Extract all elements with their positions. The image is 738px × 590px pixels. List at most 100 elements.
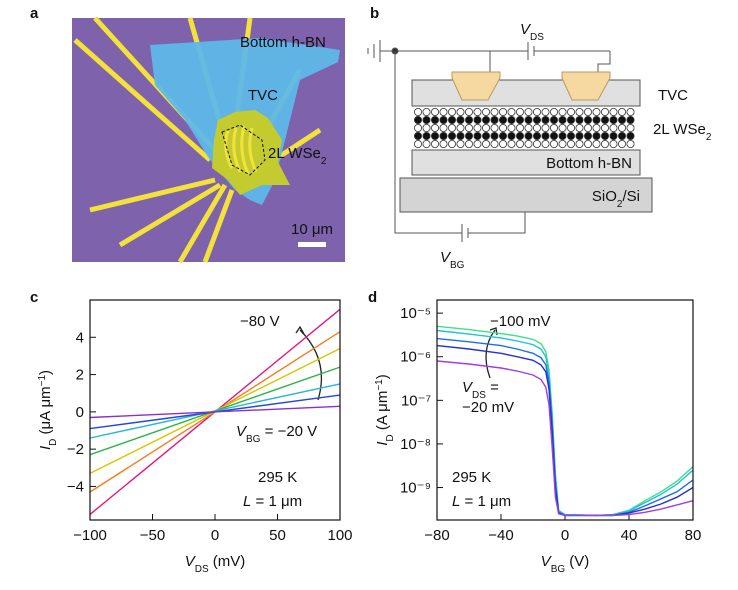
atom xyxy=(490,116,499,125)
atom xyxy=(464,139,473,148)
atom xyxy=(609,116,618,125)
atom xyxy=(422,124,431,133)
atom xyxy=(533,131,542,140)
atom xyxy=(567,131,576,140)
atom xyxy=(516,108,525,117)
schematic-label: SiO2/Si xyxy=(592,188,640,210)
atom xyxy=(558,131,567,140)
atom xyxy=(609,124,618,133)
text-part: (mV) xyxy=(209,553,246,570)
text-part: SiO xyxy=(592,188,617,205)
atom xyxy=(439,131,448,140)
atom xyxy=(481,131,490,140)
text-part: /Si xyxy=(622,188,640,205)
atom xyxy=(456,131,465,140)
atom xyxy=(498,124,507,133)
atom xyxy=(447,116,456,125)
atom xyxy=(524,139,533,148)
wse2-outline xyxy=(221,124,266,176)
atom xyxy=(584,139,593,148)
atom xyxy=(507,124,516,133)
atom xyxy=(558,139,567,148)
text-part: I xyxy=(374,442,391,446)
micrograph xyxy=(72,16,345,264)
atom xyxy=(490,131,499,140)
panel-label: b xyxy=(370,5,379,22)
atom xyxy=(413,131,422,140)
hbn-layer xyxy=(411,149,641,176)
atom xyxy=(541,108,550,117)
text-part: Bottom h-BN xyxy=(240,34,326,51)
annotation: −80 V xyxy=(240,313,280,330)
atom xyxy=(609,139,618,148)
atom xyxy=(473,124,482,133)
atom xyxy=(422,116,431,125)
atom xyxy=(550,139,559,148)
panel-label: d xyxy=(368,289,377,306)
arrow xyxy=(299,329,322,401)
atom xyxy=(601,131,610,140)
atom xyxy=(584,131,593,140)
atom xyxy=(584,124,593,133)
atom xyxy=(601,116,610,125)
atom xyxy=(464,108,473,117)
text-part: V xyxy=(541,553,553,570)
data-line xyxy=(436,360,694,517)
y-axis-label: ID (μA μm−1) xyxy=(37,370,59,450)
text-part: = 1 μm xyxy=(460,493,511,510)
atom xyxy=(430,139,439,148)
text-part: L xyxy=(243,493,251,510)
atom xyxy=(516,139,525,148)
text-part: 295 K xyxy=(452,469,491,486)
x-axis-label: VBG (V) xyxy=(541,553,590,575)
schematic-label: TVC xyxy=(658,87,688,104)
atom xyxy=(516,131,525,140)
text-part: 2 xyxy=(706,132,712,143)
y-tick-label: 2 xyxy=(76,367,84,384)
text-part: 10 μm xyxy=(291,221,333,238)
contact xyxy=(451,71,501,101)
y-tick-label: 10⁻⁹ xyxy=(400,480,431,497)
plot-frame xyxy=(89,299,341,521)
text-part: = 1 μm xyxy=(251,493,302,510)
atom xyxy=(456,108,465,117)
y-tick-label: −2 xyxy=(67,441,84,458)
atom xyxy=(567,108,576,117)
x-tick-label: −40 xyxy=(488,527,513,544)
annotation: L = 1 μm xyxy=(243,493,302,510)
text-part: ) xyxy=(37,370,54,375)
atom xyxy=(464,116,473,125)
text-part: BG xyxy=(246,434,261,445)
atom xyxy=(516,124,525,133)
atom xyxy=(422,131,431,140)
atom xyxy=(481,139,490,148)
atom xyxy=(490,139,499,148)
atom xyxy=(592,131,601,140)
schematic xyxy=(367,40,653,242)
atom xyxy=(456,139,465,148)
atom xyxy=(422,139,431,148)
text-part: 2 xyxy=(321,156,327,167)
sio2-layer xyxy=(399,177,653,213)
atom xyxy=(422,108,431,117)
atom xyxy=(439,124,448,133)
text-part: DS xyxy=(530,32,544,43)
atom xyxy=(592,124,601,133)
text-part: V xyxy=(520,21,532,38)
x-tick-label: −50 xyxy=(140,527,165,544)
atom xyxy=(567,139,576,148)
text-part: 295 K xyxy=(258,469,297,486)
y-axis-label: ID (A μm−1) xyxy=(374,374,396,445)
atom xyxy=(490,124,499,133)
x-tick-label: −100 xyxy=(73,527,107,544)
arrow-head xyxy=(295,325,305,335)
atom xyxy=(567,124,576,133)
atom xyxy=(575,139,584,148)
atom xyxy=(626,108,635,117)
atom xyxy=(541,124,550,133)
x-tick-label: 50 xyxy=(269,527,286,544)
atom xyxy=(618,124,627,133)
atom xyxy=(473,108,482,117)
y-tick-label: 10⁻⁷ xyxy=(401,392,431,409)
